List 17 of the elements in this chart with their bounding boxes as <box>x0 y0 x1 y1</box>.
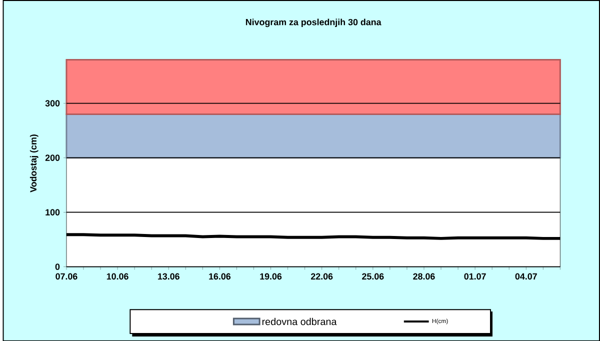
x-tick-label: 01.07 <box>464 273 486 280</box>
chart-title: Nivogram za poslednjih 30 dana <box>246 18 382 27</box>
x-tick-label: 07.06 <box>56 273 78 280</box>
y-tick-label: 0 <box>55 263 60 270</box>
x-tick-label: 04.07 <box>515 273 537 280</box>
y-axis-title: Vodostaj (cm) <box>30 134 38 192</box>
legend-label: redovna odbrana <box>262 318 337 325</box>
x-tick-label: 25.06 <box>362 273 384 280</box>
x-tick-label: 22.06 <box>310 273 333 280</box>
x-tick-label: 19.06 <box>260 273 282 280</box>
x-tick-label: 13.06 <box>158 273 180 280</box>
y-tick-label: 100 <box>46 208 60 216</box>
y-tick-label: 200 <box>45 154 60 161</box>
x-tick-label: 16.06 <box>209 273 231 280</box>
y-tick-label: 300 <box>45 100 60 106</box>
x-tick-label: 10.06 <box>106 273 128 280</box>
x-tick-label: 28.06 <box>413 273 435 280</box>
